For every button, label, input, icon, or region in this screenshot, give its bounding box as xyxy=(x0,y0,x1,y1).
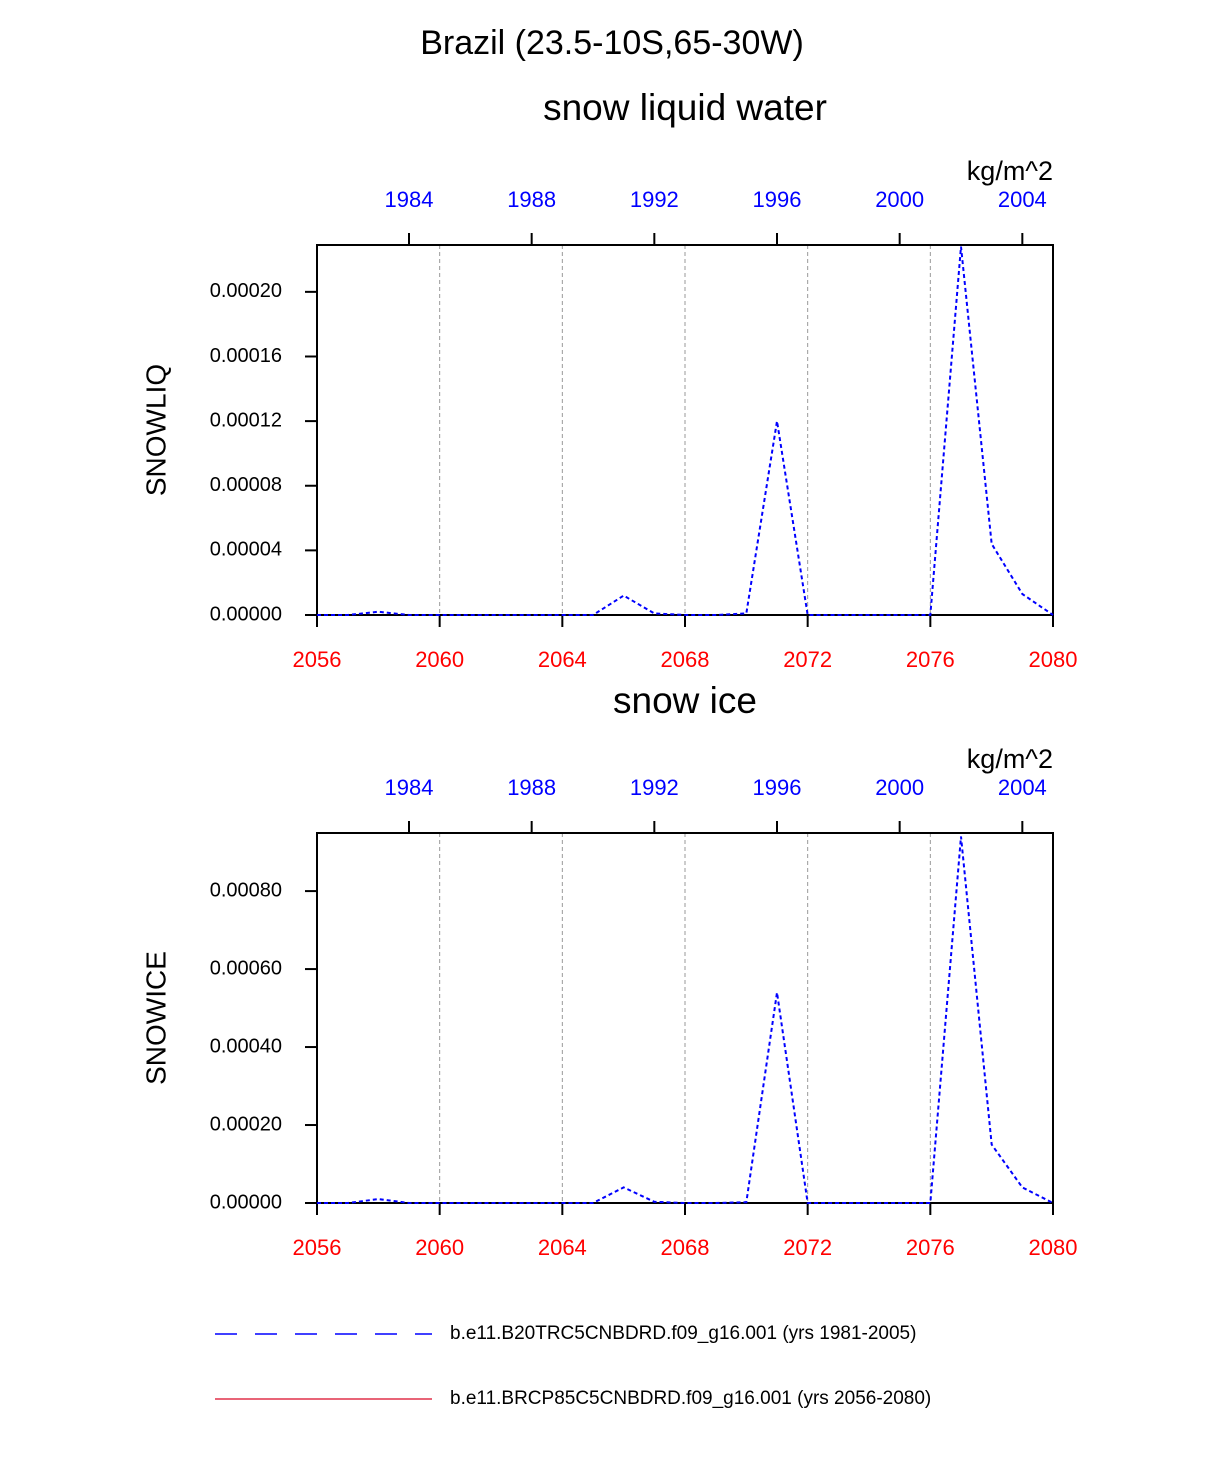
x-tick-label: 2076 xyxy=(906,1235,955,1260)
x2-tick-label: 1992 xyxy=(630,187,679,212)
y-tick-label: 0.00020 xyxy=(210,1113,282,1135)
x-tick-label: 2080 xyxy=(1029,1235,1078,1260)
x-tick-label: 2068 xyxy=(661,1235,710,1260)
x-tick-label: 2064 xyxy=(538,647,587,672)
legend-label: b.e11.B20TRC5CNBDRD.f09_g16.001 (yrs 198… xyxy=(450,1323,916,1344)
series-line xyxy=(317,246,1054,616)
x2-tick-label: 1988 xyxy=(507,775,556,800)
x-tick-label: 2060 xyxy=(415,1235,464,1260)
y-tick-label: 0.00000 xyxy=(210,1191,282,1213)
x2-tick-label: 1996 xyxy=(753,775,802,800)
y-tick-label: 0.00008 xyxy=(210,474,282,496)
x-tick-label: 2080 xyxy=(1029,647,1078,672)
panel-title: snow liquid water xyxy=(543,87,827,128)
units-label: kg/m^2 xyxy=(967,156,1053,186)
y-axis-label: SNOWICE xyxy=(140,951,171,1085)
y-tick-label: 0.00012 xyxy=(210,409,282,431)
y-tick-label: 0.00060 xyxy=(210,957,282,979)
y-tick-label: 0.00000 xyxy=(210,603,282,625)
x2-tick-label: 1984 xyxy=(385,775,434,800)
y-tick-label: 0.00080 xyxy=(210,879,282,901)
x-tick-label: 2064 xyxy=(538,1235,587,1260)
x-tick-label: 2076 xyxy=(906,647,955,672)
x2-tick-label: 2004 xyxy=(998,187,1047,212)
x-tick-label: 2060 xyxy=(415,647,464,672)
x-tick-label: 2056 xyxy=(293,1235,342,1260)
units-label: kg/m^2 xyxy=(967,744,1053,774)
x2-tick-label: 1988 xyxy=(507,187,556,212)
x-tick-label: 2068 xyxy=(661,647,710,672)
y-tick-label: 0.00004 xyxy=(210,539,282,561)
legend-label: b.e11.BRCP85C5CNBDRD.f09_g16.001 (yrs 20… xyxy=(450,1388,931,1409)
y-tick-label: 0.00016 xyxy=(210,345,282,367)
main-title: Brazil (23.5-10S,65-30W) xyxy=(420,24,804,62)
x2-tick-label: 2004 xyxy=(998,775,1047,800)
panel-title: snow ice xyxy=(613,680,757,721)
x2-tick-label: 2000 xyxy=(875,775,924,800)
plot-frame xyxy=(316,832,1054,1204)
x2-tick-label: 1984 xyxy=(385,187,434,212)
y-tick-label: 0.00040 xyxy=(210,1035,282,1057)
y-axis-label: SNOWLIQ xyxy=(140,364,171,496)
x-tick-label: 2072 xyxy=(783,647,832,672)
x2-tick-label: 1992 xyxy=(630,775,679,800)
x2-tick-label: 2000 xyxy=(875,187,924,212)
x-tick-label: 2056 xyxy=(293,647,342,672)
y-tick-label: 0.00020 xyxy=(210,280,282,302)
x2-tick-label: 1996 xyxy=(753,187,802,212)
x-tick-label: 2072 xyxy=(783,1235,832,1260)
